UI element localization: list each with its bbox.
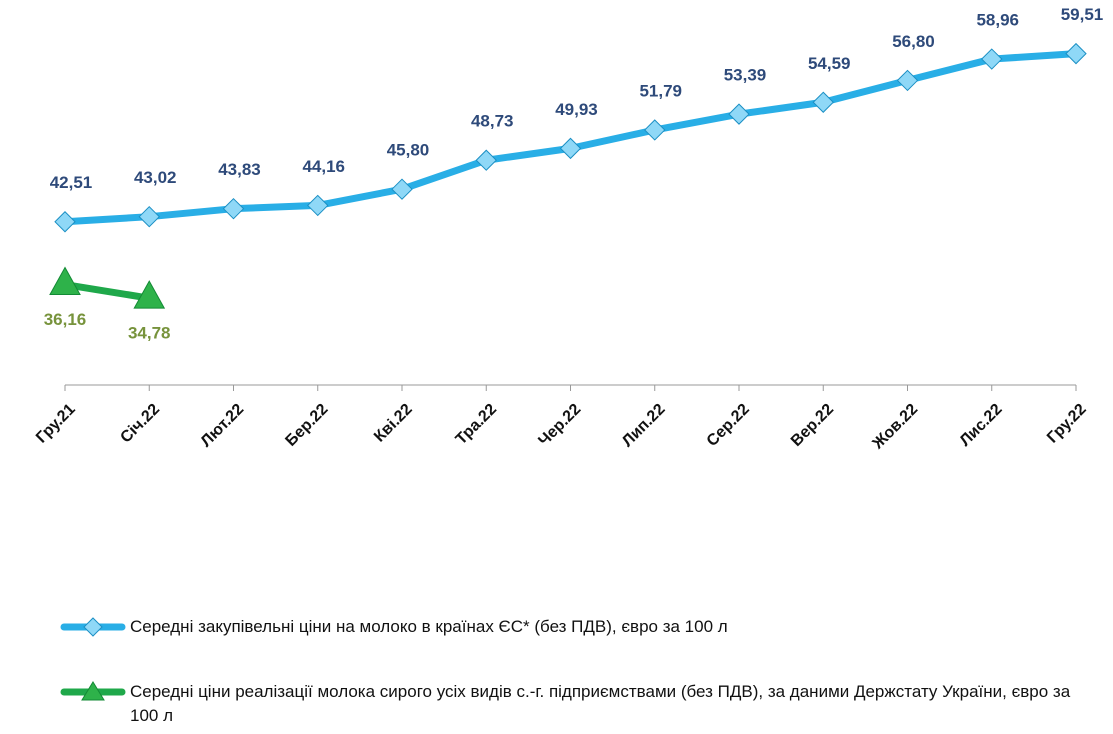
marker	[475, 149, 497, 171]
data-label: 53,39	[724, 66, 767, 85]
x-tick-label: Лип.22	[619, 401, 669, 451]
marker	[896, 69, 919, 92]
x-tick-label: Гру.22	[1044, 401, 1090, 447]
x-tick-label: Сер.22	[704, 401, 753, 450]
legend-marker	[81, 681, 105, 701]
data-label: 58,96	[976, 11, 1019, 30]
x-tick-label: Вер.22	[788, 401, 837, 450]
data-label: 44,16	[302, 157, 345, 176]
marker	[391, 178, 413, 200]
legend-marker	[83, 617, 103, 637]
data-label: 54,59	[808, 54, 851, 73]
x-tick-label: Жов.22	[869, 401, 921, 453]
marker	[138, 205, 160, 228]
data-label: 36,16	[44, 310, 87, 329]
marker	[133, 280, 166, 309]
marker	[728, 103, 750, 125]
x-tick-label: Січ.22	[117, 401, 163, 447]
data-label: 45,80	[387, 141, 430, 160]
marker	[49, 266, 81, 296]
legend-icon	[60, 617, 126, 637]
legend-item: Середні ціни реалізації молока сирого ус…	[60, 680, 1080, 728]
data-label: 48,73	[471, 112, 514, 131]
x-tick-label: Гру.21	[33, 401, 79, 447]
x-tick-label: Тра.22	[453, 401, 501, 449]
x-tick-label: Чер.22	[535, 401, 584, 450]
data-label: 49,93	[555, 100, 598, 119]
data-label: 43,02	[134, 168, 177, 187]
data-label: 56,80	[892, 32, 935, 51]
legend-label: Середні ціни реалізації молока сирого ус…	[130, 682, 1071, 725]
data-label: 43,83	[218, 160, 261, 179]
marker	[981, 48, 1003, 70]
legend-label: Середні закупівельні ціни на молоко в кр…	[130, 617, 728, 636]
marker	[644, 119, 666, 141]
series-line	[61, 281, 153, 302]
marker	[812, 91, 834, 113]
marker	[1065, 42, 1087, 65]
data-label: 59,51	[1061, 5, 1104, 24]
marker	[222, 197, 245, 220]
marker	[307, 194, 329, 217]
x-tick-label: Лют.22	[198, 401, 248, 451]
x-tick-label: Кві.22	[371, 401, 416, 446]
legend-item: Середні закупівельні ціни на молоко в кр…	[60, 615, 1080, 639]
marker	[54, 211, 76, 233]
data-label: 51,79	[639, 81, 682, 100]
marker	[559, 137, 582, 160]
x-tick-label: Бер.22	[282, 401, 331, 450]
data-label: 34,78	[128, 324, 171, 343]
data-label: 42,51	[50, 173, 93, 192]
x-tick-label: Лис.22	[957, 401, 1006, 450]
legend-icon	[60, 681, 126, 701]
plot: Гру.21 Січ.22 Лют.22 Бер.22 Кві.22 Тра.22 Чер.…	[33, 5, 1104, 453]
